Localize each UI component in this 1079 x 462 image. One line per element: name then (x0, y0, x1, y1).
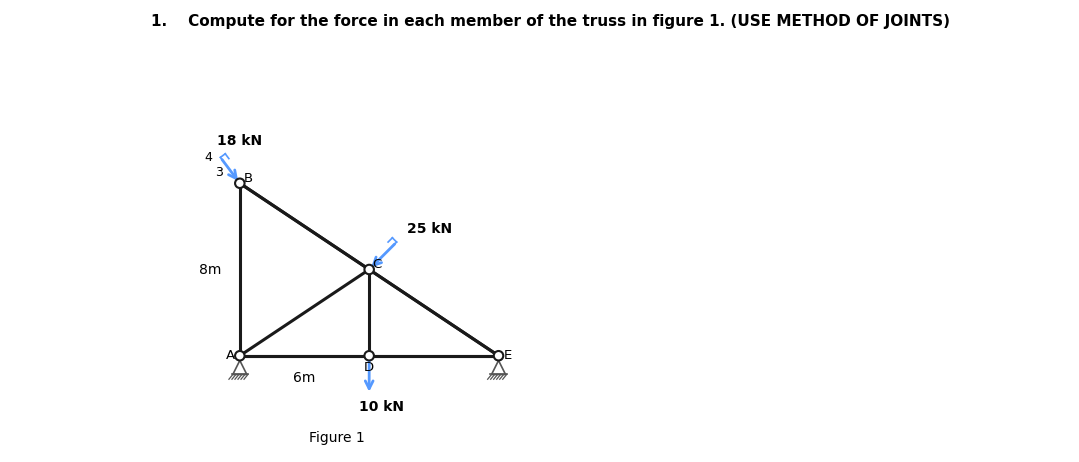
Text: 25 kN: 25 kN (408, 222, 452, 236)
Text: 3: 3 (215, 166, 222, 179)
Circle shape (494, 351, 503, 360)
Text: 6m: 6m (293, 371, 316, 385)
Text: D: D (364, 361, 374, 374)
Circle shape (235, 351, 245, 360)
Text: Figure 1: Figure 1 (309, 431, 365, 444)
Text: E: E (504, 349, 513, 362)
Text: 18 kN: 18 kN (217, 134, 262, 148)
Text: B: B (244, 172, 252, 185)
Text: 4: 4 (204, 151, 213, 164)
Text: 10 kN: 10 kN (358, 400, 404, 414)
Circle shape (365, 351, 374, 360)
Circle shape (235, 178, 245, 188)
Text: 1.    Compute for the force in each member of the truss in figure 1. (USE METHOD: 1. Compute for the force in each member … (151, 14, 951, 29)
Text: A: A (226, 349, 234, 362)
Text: C: C (372, 258, 381, 271)
Text: 8m: 8m (200, 262, 221, 276)
Circle shape (365, 265, 374, 274)
